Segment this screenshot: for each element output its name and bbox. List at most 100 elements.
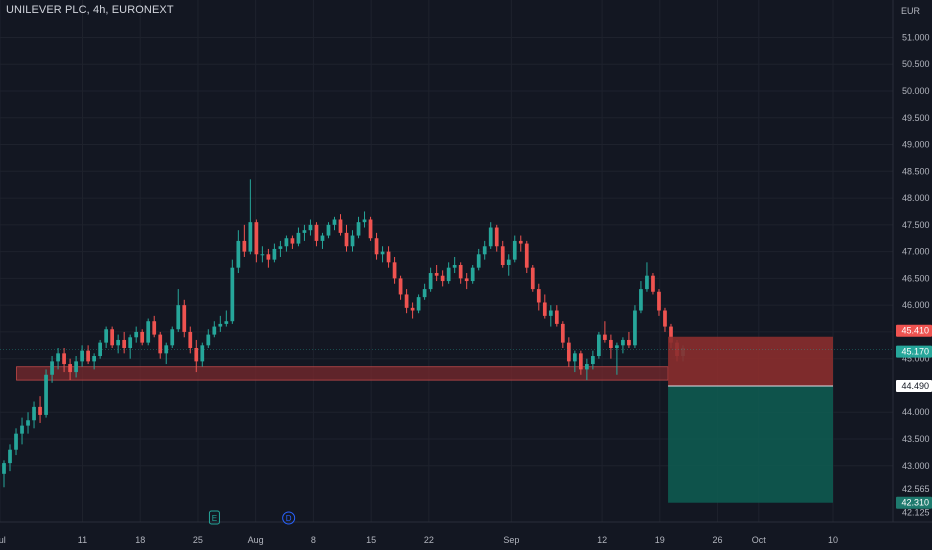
candle xyxy=(122,331,127,354)
candle-body xyxy=(116,339,121,346)
candle-body xyxy=(254,222,259,255)
price-tag-bg xyxy=(896,496,932,509)
candle-body xyxy=(266,254,271,260)
candle-body xyxy=(182,305,187,332)
candle xyxy=(645,262,649,292)
price-tick-label: 42.565 xyxy=(902,484,930,494)
candle xyxy=(338,214,343,236)
earnings-event-marker[interactable]: E xyxy=(208,510,220,525)
candle xyxy=(621,337,625,354)
earnings-icon[interactable] xyxy=(208,510,220,525)
candle xyxy=(146,318,151,346)
candle-body xyxy=(230,267,235,322)
take-profit-zone[interactable] xyxy=(668,386,834,503)
candle-body xyxy=(362,219,367,223)
candle-body xyxy=(50,361,54,375)
candle-body xyxy=(350,235,355,247)
candle-body xyxy=(278,246,283,249)
dividend-icon[interactable] xyxy=(282,511,296,525)
candle-body xyxy=(548,310,553,316)
candle-body xyxy=(368,219,373,239)
candle xyxy=(578,350,583,375)
price-tag-last-price: 45.410 xyxy=(896,324,932,337)
candle xyxy=(176,289,181,332)
candle xyxy=(591,350,595,370)
price-tick-label: 42.125 xyxy=(902,508,930,518)
candle xyxy=(158,331,163,359)
candle xyxy=(524,240,529,274)
candle xyxy=(236,230,241,274)
candle xyxy=(248,179,253,255)
candle-body xyxy=(440,275,445,282)
candle xyxy=(62,347,66,373)
candle-body xyxy=(320,235,325,241)
candle xyxy=(452,256,457,274)
candle-body xyxy=(218,323,223,327)
candle-body xyxy=(296,232,301,244)
drawings[interactable] xyxy=(16,366,669,381)
candle-body xyxy=(26,420,30,426)
candle xyxy=(86,345,90,365)
candle xyxy=(20,417,24,445)
candle xyxy=(224,310,229,327)
candle xyxy=(500,240,505,268)
candle xyxy=(380,246,385,263)
candle-body xyxy=(386,251,391,263)
candle xyxy=(92,353,96,370)
candle-body xyxy=(530,267,535,290)
symbol-title[interactable]: UNILEVER PLC, 4h, EURONEXT xyxy=(6,4,174,16)
candles xyxy=(2,179,685,488)
price-tag-value: 45.170 xyxy=(901,347,929,357)
candle-body xyxy=(356,222,361,236)
candle xyxy=(212,321,217,338)
candle xyxy=(80,345,84,367)
candle-body xyxy=(464,278,469,282)
candle xyxy=(482,240,487,260)
price-tag-bg xyxy=(896,324,932,337)
candle xyxy=(536,283,541,311)
candle-body xyxy=(615,345,619,348)
candle xyxy=(368,216,373,241)
candle xyxy=(272,243,277,263)
candle xyxy=(404,289,409,314)
candle xyxy=(428,267,433,292)
candle xyxy=(302,224,307,241)
time-tick-label: 19 xyxy=(655,535,665,545)
candle-body xyxy=(224,321,229,324)
short-position-tool[interactable] xyxy=(0,336,893,503)
candle-body xyxy=(158,334,163,354)
candle-body xyxy=(14,433,18,450)
candle-body xyxy=(645,275,649,290)
candle-body xyxy=(80,350,84,362)
candle xyxy=(542,294,547,319)
candle-body xyxy=(627,339,631,346)
candle-body xyxy=(458,265,463,279)
candle xyxy=(254,219,259,263)
candle xyxy=(572,350,577,373)
price-tick-label: 46.500 xyxy=(902,273,930,283)
price-tag-entry: 44.490 xyxy=(896,380,932,393)
candle xyxy=(164,342,169,365)
price-tick-label: 46.000 xyxy=(902,300,930,310)
candle xyxy=(506,254,511,276)
candle xyxy=(633,305,637,348)
candle xyxy=(494,224,499,252)
candle xyxy=(512,235,517,263)
candle xyxy=(290,235,295,249)
candle-body xyxy=(554,310,559,324)
dividend-event-marker[interactable]: D xyxy=(282,511,296,525)
support-zone-rect[interactable] xyxy=(16,366,669,381)
stop-loss-zone[interactable] xyxy=(668,336,834,387)
candle-body xyxy=(410,307,415,311)
candle-body xyxy=(374,238,379,255)
price-tag-value: 44.490 xyxy=(901,381,929,391)
candle-body xyxy=(518,240,523,244)
candle xyxy=(116,334,121,354)
candle-body xyxy=(578,353,583,370)
candle xyxy=(188,326,193,354)
candle-body xyxy=(494,227,499,247)
candle-body xyxy=(572,353,577,362)
candle-body xyxy=(248,222,253,252)
